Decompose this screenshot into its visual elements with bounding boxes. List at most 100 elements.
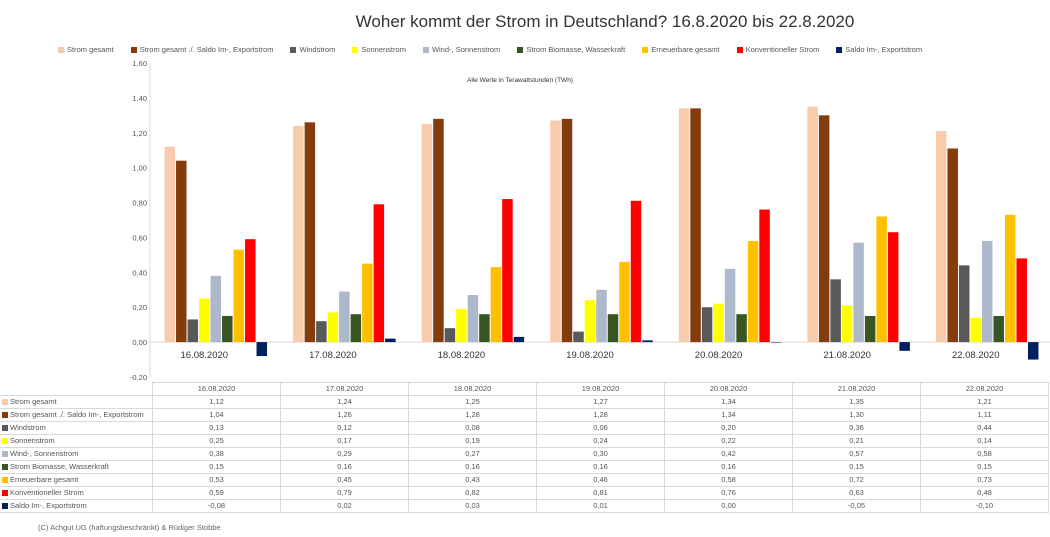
x-tick-label: 20.08.2020 [695, 350, 743, 361]
legend-swatch [736, 46, 743, 53]
table-cell: 0,24 [536, 434, 665, 448]
legend-swatch [130, 46, 137, 53]
table-row: Strom gesamt 1,12 1,24 1,25 1,27 1,34 1,35 1,21 [0, 395, 1049, 409]
row-label: Strom Biomasse, Wasserkraft [0, 460, 153, 474]
bar-erneuerbare-gesamt-0 [233, 249, 245, 343]
x-tick-label: 19.08.2020 [566, 350, 614, 361]
row-swatch [2, 438, 8, 444]
y-tick-label: 1,20 [132, 129, 147, 138]
bar-saldo-im-exportstrom-5 [899, 342, 910, 351]
table-corner [0, 382, 153, 396]
table-cell: 0,59 [152, 486, 281, 500]
row-label-text: Windstrom [10, 423, 46, 432]
table-cell: 0,73 [920, 473, 1049, 487]
x-tick-label: 18.08.2020 [438, 350, 486, 361]
bar-konventioneller-strom-6 [1016, 258, 1027, 343]
table-cell: 1,28 [536, 408, 665, 422]
table-cell: 0,72 [792, 473, 921, 487]
bar-wind-sonnenstrom-4 [724, 268, 736, 343]
table-row: Saldo Im-, Exportstrom -0,08 0,02 0,03 0,01 0… [0, 499, 1049, 513]
table-row: Strom Biomasse, Wasserkraft 0,15 0,16 0,16 0… [0, 460, 1049, 474]
bar-strom-biomasse-wasserkraft-4 [736, 314, 747, 343]
bar-konventioneller-strom-3 [630, 200, 642, 343]
table-cell: 1,27 [536, 395, 665, 409]
legend-swatch [642, 46, 649, 53]
x-tick-label: 16.08.2020 [181, 350, 229, 361]
column-header: 20.08.2020 [664, 382, 793, 396]
chart-subtitle: Alle Werte in Terawattstunden (TWh) [467, 77, 573, 84]
table-cell: 0,22 [664, 434, 793, 448]
table-cell: 0,58 [920, 447, 1049, 461]
y-tick-label: 0,40 [132, 268, 147, 277]
bar-strom-biomasse-wasserkraft-0 [222, 315, 233, 343]
legend: Strom gesamt Strom gesamt ./. Saldo Im-, … [58, 45, 939, 54]
bar-strom-biomasse-wasserkraft-3 [607, 314, 619, 343]
bar-wind-sonnenstrom-1 [339, 291, 350, 343]
bar-strom-gesamt-6 [935, 131, 947, 343]
y-tick-label: 0,20 [132, 303, 147, 312]
table-cell: 1,25 [408, 395, 537, 409]
table-cell: 0,81 [536, 486, 665, 500]
table-cell: 1,04 [152, 408, 281, 422]
bar-konventioneller-strom-4 [759, 209, 770, 343]
row-label: Strom gesamt [0, 395, 153, 409]
legend-item: Konventioneller Strom [736, 45, 820, 54]
legend-label: Erneuerbare gesamt [651, 45, 720, 54]
bar-erneuerbare-gesamt-1 [362, 263, 373, 343]
column-header: 21.08.2020 [792, 382, 921, 396]
table-cell: 1,26 [280, 408, 409, 422]
table-cell: 0,16 [536, 460, 665, 474]
bar-strom-gesamt-saldo-im-exportstrom-3 [561, 118, 573, 343]
bar-wind-sonnenstrom-5 [853, 242, 864, 343]
bar-erneuerbare-gesamt-5 [876, 216, 887, 343]
bar-wind-sonnenstrom-3 [596, 289, 607, 343]
table-row: Konventioneller Strom 0,59 0,79 0,82 0,81 0,7… [0, 486, 1049, 500]
legend-label: Strom gesamt ./. Saldo Im-, Exportstrom [139, 45, 274, 54]
table-cell: 0,79 [280, 486, 409, 500]
bar-konventioneller-strom-1 [373, 204, 385, 343]
bar-saldo-im-exportstrom-1 [385, 338, 396, 343]
legend-item: Wind-, Sonnenstrom [422, 45, 500, 54]
table-cell: 0,29 [280, 447, 409, 461]
chart-title: Woher kommt der Strom in Deutschland? 16… [355, 12, 855, 31]
table-cell: 1,24 [280, 395, 409, 409]
table-cell: 0,30 [536, 447, 665, 461]
bar-wind-sonnenstrom-2 [467, 295, 479, 343]
table-cell: 0,14 [920, 434, 1049, 448]
table-cell: 0,21 [792, 434, 921, 448]
y-tick-label: 0,80 [132, 199, 147, 208]
bar-saldo-im-exportstrom-4 [770, 342, 782, 343]
bar-windstrom-1 [316, 321, 327, 343]
legend-label: Konventioneller Strom [745, 45, 820, 54]
table-cell: -0,10 [920, 499, 1049, 513]
bar-sonnenstrom-3 [584, 300, 596, 343]
bar-strom-gesamt-3 [550, 120, 561, 343]
y-tick-label: 1,60 [132, 59, 147, 68]
row-swatch [2, 503, 8, 509]
y-tick-label: 0,00 [132, 338, 147, 347]
bar-sonnenstrom-5 [841, 305, 853, 343]
bar-strom-gesamt-saldo-im-exportstrom-2 [433, 118, 444, 343]
table-cell: 0,12 [280, 421, 409, 435]
table-cell: 0,15 [920, 460, 1049, 474]
row-label-text: Sonnenstrom [10, 436, 55, 445]
table-cell: 0,53 [152, 473, 281, 487]
table-row: Strom gesamt ./. Saldo Im-, Exportstrom 1… [0, 408, 1049, 422]
table-cell: 0,13 [152, 421, 281, 435]
bar-saldo-im-exportstrom-0 [256, 342, 268, 357]
table-cell: 0,03 [408, 499, 537, 513]
table-row: Wind-, Sonnenstrom 0,38 0,29 0,27 0,30 0,42 0,… [0, 447, 1049, 461]
row-swatch [2, 425, 8, 431]
table-cell: 1,21 [920, 395, 1049, 409]
legend-label: Windstrom [299, 45, 336, 54]
bar-strom-gesamt-saldo-im-exportstrom-6 [947, 148, 958, 343]
table-cell: 0,48 [920, 486, 1049, 500]
table-cell: 1,28 [408, 408, 537, 422]
y-tick-label: -0,20 [130, 373, 147, 380]
bar-strom-biomasse-wasserkraft-2 [479, 314, 490, 343]
bar-strom-biomasse-wasserkraft-5 [864, 315, 876, 343]
bar-strom-biomasse-wasserkraft-1 [350, 314, 362, 343]
table-cell: 0,42 [664, 447, 793, 461]
bar-sonnenstrom-2 [456, 308, 467, 343]
bar-strom-gesamt-4 [678, 108, 690, 343]
